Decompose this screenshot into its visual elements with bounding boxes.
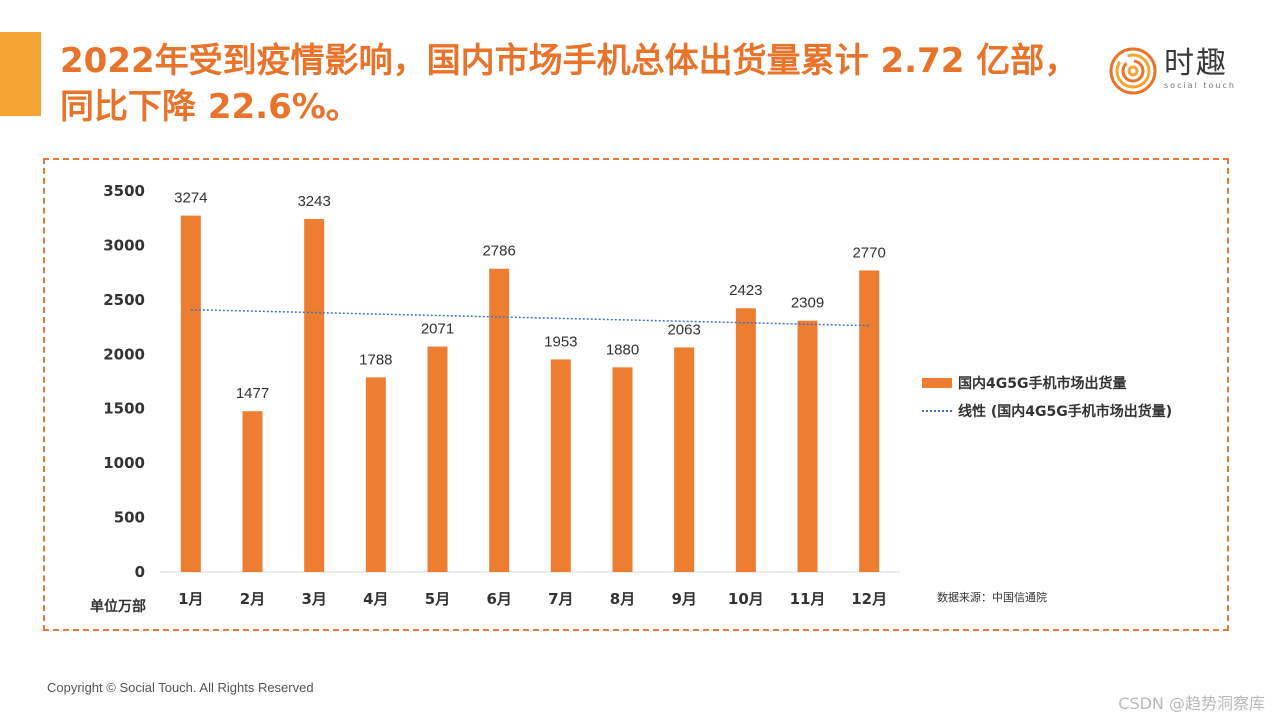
legend-label-shipments: 国内4G5G手机市场出货量 [958,376,1127,392]
bar-11 [797,320,818,572]
y-tick-label: 2500 [103,291,145,309]
x-tick-label: 10月 [728,590,764,608]
bar-2 [242,411,263,572]
csdn-watermark: CSDN @趋势洞察库 [1118,694,1265,713]
bar-1 [180,215,201,572]
x-tick-label: 1月 [178,590,203,608]
bar-10 [735,308,756,572]
trendline [190,308,870,327]
logo-tagline: social touch [1164,81,1236,90]
legend-trendline-swatch [922,410,952,412]
page-title: 2022年受到疫情影响，国内市场手机总体出货量累计 2.72 亿部，同比下降 2… [60,41,1079,127]
bar-value-label: 3274 [174,190,207,207]
bar-value-label: 2786 [482,243,515,260]
bar-value-label: 1477 [236,385,269,402]
bar-8 [612,367,633,572]
chart-legend: 国内4G5G手机市场出货量 线性 (国内4G5G手机市场出货量) [922,372,1222,428]
y-tick-label: 0 [135,563,145,581]
x-tick-label: 12月 [851,590,887,608]
bar-value-label: 1788 [359,351,392,368]
bar-3 [304,218,325,572]
legend-label-trendline: 线性 (国内4G5G手机市场出货量) [958,404,1173,420]
bar-9 [674,347,695,572]
bar-value-label: 2770 [852,244,885,261]
bar-7 [550,359,571,572]
bar-value-label: 2071 [421,321,454,338]
bar-12 [859,270,880,572]
x-tick-label: 5月 [425,590,450,608]
y-tick-label: 2000 [103,345,145,363]
bar-6 [489,268,510,572]
x-tick-label: 11月 [790,590,826,608]
y-axis-unit-label: 单位万部 [90,599,146,615]
x-tick-label: 8月 [610,590,635,608]
bar-value-label: 2063 [667,321,700,338]
y-tick-label: 1000 [103,454,145,472]
bar-value-label: 2309 [791,295,824,312]
y-tick-label: 3500 [103,182,145,200]
title-accent-bar [0,32,41,116]
bar-value-label: 1953 [544,333,577,350]
concentric-circles-icon [1109,47,1157,95]
bar-value-label: 2423 [729,282,762,299]
legend-bar-swatch [922,378,952,388]
x-tick-label: 3月 [301,590,326,608]
bar-5 [427,346,448,572]
x-tick-label: 9月 [671,590,696,608]
legend-item-trendline: 线性 (国内4G5G手机市场出货量) [922,400,1222,422]
bar-value-label: 3243 [297,193,330,210]
copyright-footer: Copyright © Social Touch. All Rights Res… [47,680,314,695]
bar-value-label: 1880 [606,341,639,358]
data-source-note: 数据来源：中国信通院 [937,591,1047,604]
y-tick-label: 3000 [103,236,145,254]
logo-name: 时趣 [1164,46,1228,81]
x-tick-label: 6月 [486,590,511,608]
y-tick-label: 1500 [103,400,145,418]
y-tick-label: 500 [114,509,145,527]
chart-frame [43,158,1229,631]
legend-item-shipments: 国内4G5G手机市场出货量 [922,372,1222,394]
x-tick-label: 7月 [548,590,573,608]
bar-4 [365,377,386,572]
x-tick-label: 2月 [240,590,265,608]
brand-logo: 时趣 social touch [1108,46,1238,96]
x-tick-label: 4月 [363,590,388,608]
